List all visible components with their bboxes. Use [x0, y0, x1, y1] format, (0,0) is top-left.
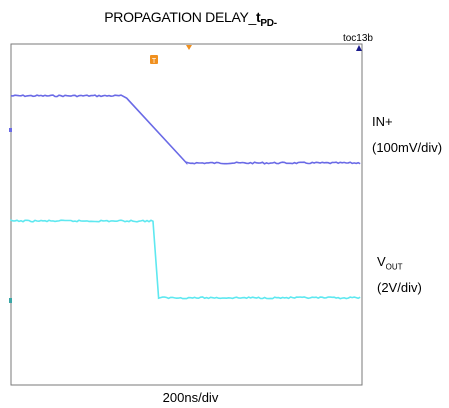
series-name-vout-main: V [377, 254, 386, 269]
trigger-marker-letter: T [152, 58, 157, 65]
series-name-in: IN+ [372, 114, 393, 129]
trace-in [10, 94, 361, 166]
ch2-ground-marker [9, 298, 12, 303]
chart-title-subscript: PD- [260, 17, 277, 29]
chart-title-prefix: PROPAGATION DELAY [104, 9, 249, 25]
trace-vout [10, 219, 361, 300]
figure-id: toc13b [342, 33, 373, 44]
trigger-marker: T [150, 55, 158, 65]
series-label-in: IN+ (100mV/div) [372, 112, 442, 158]
series-scale-vout: (2V/div) [377, 279, 422, 295]
series-scale-in: (100mV/div) [372, 140, 443, 155]
horizontal-position-marker [186, 45, 192, 50]
series-name-vout: VOUT [377, 252, 422, 278]
top-right-marker [356, 45, 362, 51]
trigger-marker-box [150, 55, 158, 64]
chart-title-separator: _ [248, 9, 257, 25]
chart-title-symbol: t [256, 9, 261, 25]
ch1-ground-marker [9, 128, 12, 132]
traces-group [10, 94, 361, 300]
series-name-vout-sub: OUT [385, 262, 403, 272]
series-label-vout: VOUT (2V/div) [377, 252, 422, 298]
plot-frame [10, 43, 363, 386]
x-scale-label: 200ns/div [162, 390, 219, 405]
chart-title: PROPAGATION DELAY_tPD- [0, 9, 381, 29]
